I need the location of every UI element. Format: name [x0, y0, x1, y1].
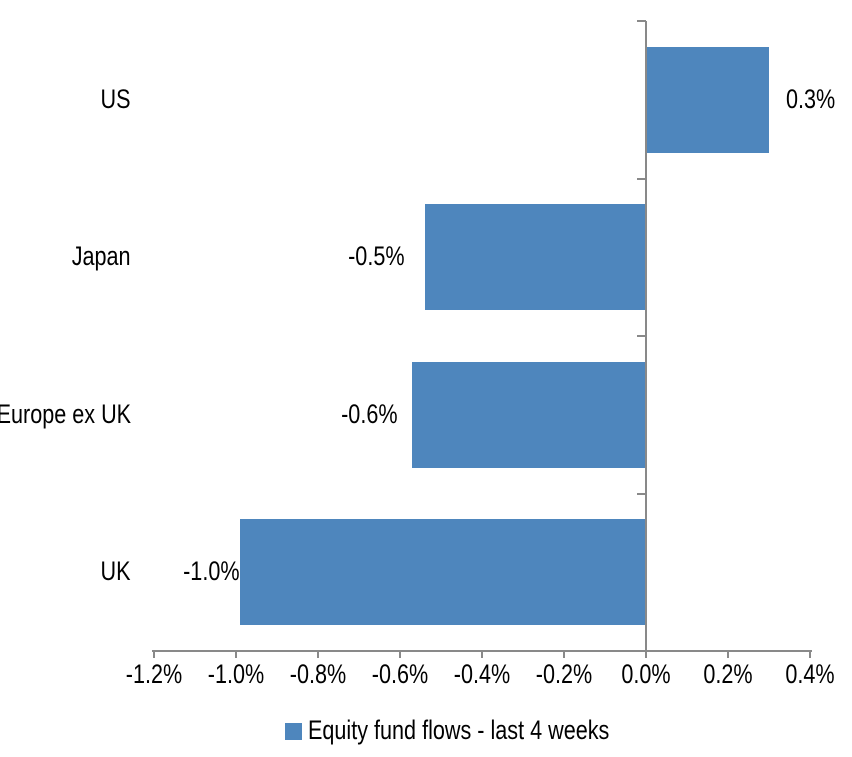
value-axis-tick	[727, 650, 729, 658]
value-tick-label: 0.4%	[785, 659, 835, 689]
value-axis-tick	[809, 650, 811, 658]
data-label: -0.5%	[348, 241, 405, 272]
bar-us	[646, 46, 769, 153]
value-axis-tick	[399, 650, 401, 658]
category-axis-tick	[637, 20, 646, 22]
legend-marker-square-icon	[285, 723, 302, 740]
value-tick-label: -1.0%	[207, 659, 265, 689]
category-axis-tick	[637, 492, 646, 495]
data-label: -1.0%	[182, 556, 240, 587]
value-axis-tick	[235, 650, 237, 658]
value-axis-tick	[481, 650, 483, 658]
category-label: US	[100, 83, 131, 114]
category-label: Japan	[72, 241, 131, 272]
value-tick-label: -0.2%	[535, 659, 593, 689]
value-tick-label: 0.0%	[621, 659, 671, 689]
value-axis-tick	[563, 650, 565, 658]
value-tick-label: 0.2%	[703, 659, 753, 689]
legend-label: Equity fund flows - last 4 weeks	[308, 715, 610, 746]
bar-europe-ex-uk	[412, 361, 646, 468]
category-axis-tick	[637, 335, 646, 337]
value-tick-label: -0.6%	[371, 659, 429, 689]
value-axis-line	[152, 650, 812, 652]
category-axis-line	[645, 21, 647, 657]
data-label: -0.6%	[340, 398, 398, 429]
value-axis-tick	[153, 650, 155, 658]
bar-uk	[240, 519, 646, 626]
value-tick-label: -0.4%	[453, 659, 511, 689]
value-tick-label: -0.8%	[289, 659, 347, 689]
value-axis-tick	[317, 650, 319, 658]
category-label: Europe ex UK	[0, 398, 131, 429]
category-axis-tick	[637, 177, 646, 180]
category-label: UK	[100, 556, 131, 587]
bar-japan	[424, 204, 646, 311]
data-label: 0.3%	[786, 83, 836, 114]
value-tick-label: -1.2%	[125, 659, 183, 689]
